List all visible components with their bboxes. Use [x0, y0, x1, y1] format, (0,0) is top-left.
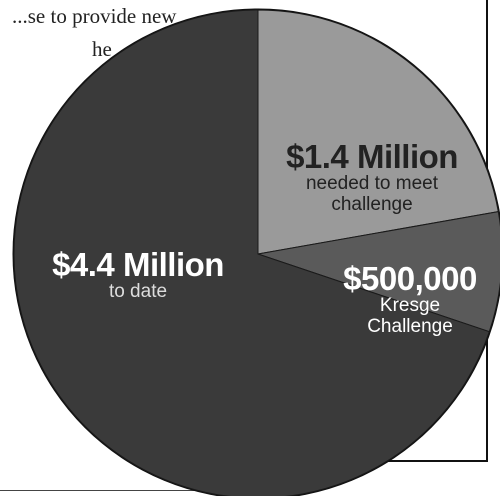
slice-value-label: $4.4 Million	[52, 246, 224, 283]
slice-value-label: $500,000	[343, 260, 477, 297]
slice-sub-label: to date	[108, 281, 168, 302]
slice-sub-label: Kresge	[379, 295, 441, 316]
slice-label-needed: $1.4 Million needed to meet challenge	[286, 140, 458, 215]
slice-value-label: $1.4 Million	[286, 138, 458, 175]
slice-sub-label: challenge	[331, 194, 413, 215]
slice-sub-label: needed to meet	[305, 173, 439, 194]
pie-slice-0	[257, 9, 499, 255]
frame-border-bottom	[310, 460, 488, 462]
pie-slice-1	[257, 211, 500, 333]
pie-slice-2	[13, 9, 490, 496]
text-line: he	[92, 37, 112, 61]
slice-label-to-date: $4.4 Million to date	[52, 248, 224, 302]
slice-label-kresge: $500,000 Kresge Challenge	[343, 262, 477, 337]
text-line: ...se to provide new	[12, 4, 177, 28]
slice-sub-label: Challenge	[367, 316, 453, 337]
page-edge-line	[0, 490, 300, 491]
